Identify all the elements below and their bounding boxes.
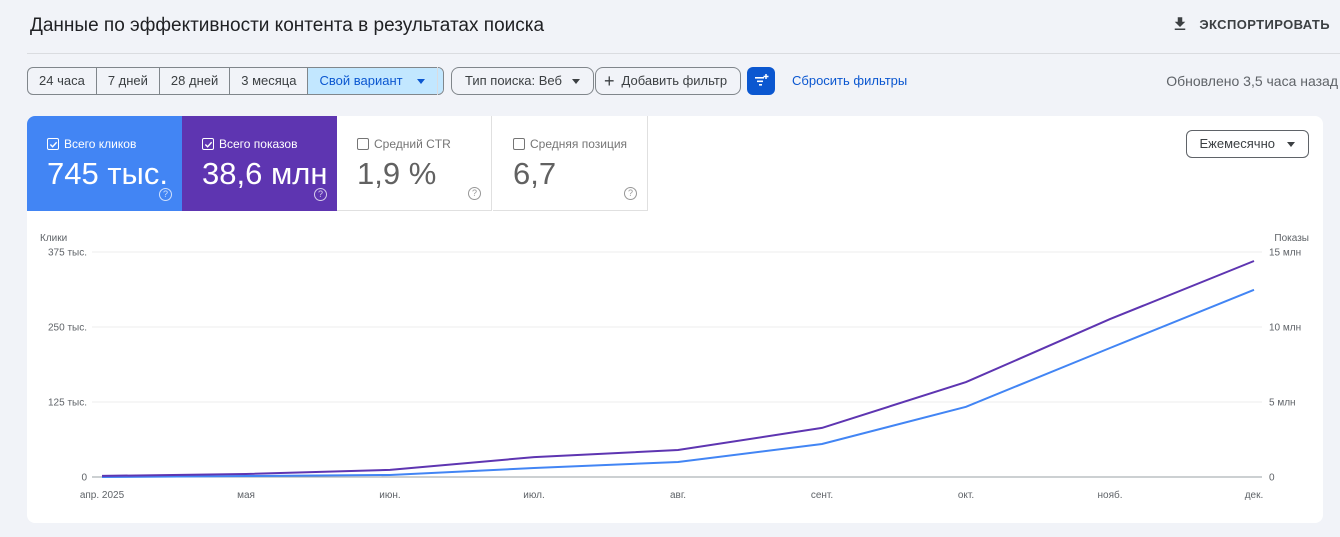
header-divider — [27, 53, 1340, 54]
series-line-impressions — [101, 260, 1255, 477]
checkbox-unchecked-icon[interactable] — [357, 138, 369, 150]
x-axis-tick: июл. — [523, 490, 544, 501]
x-axis-tick: апр. 2025 — [80, 490, 125, 501]
metric-clicks-value: 745 тыс. — [47, 156, 168, 191]
line-chart: Клики Показы 0 0 125 тыс. 5 млн 250 тыс. 10 млн… — [40, 233, 1309, 501]
export-button[interactable]: ЭКСПОРТИРОВАТЬ — [1171, 15, 1330, 33]
performance-card: Всего кликов 745 тыс. ? Всего показов 38… — [27, 116, 1323, 523]
x-axis-tick: окт. — [958, 490, 974, 501]
help-icon[interactable]: ? — [624, 187, 637, 200]
metric-position[interactable]: Средняя позиция 6,7 ? — [493, 116, 648, 211]
checkbox-unchecked-icon[interactable] — [513, 138, 525, 150]
chevron-down-icon — [416, 78, 425, 84]
help-icon[interactable]: ? — [159, 188, 172, 201]
updated-status: Обновлено 3,5 часа назад — [1166, 73, 1338, 89]
export-label: ЭКСПОРТИРОВАТЬ — [1199, 16, 1330, 32]
date-range-24h[interactable]: 24 часа — [28, 68, 97, 94]
right-axis-tick: 0 — [1269, 473, 1275, 484]
search-type-dropdown[interactable]: Тип поиска: Веб — [451, 67, 594, 95]
chevron-down-icon — [1287, 141, 1295, 147]
left-axis-tick: 375 тыс. — [48, 248, 87, 259]
left-axis-title: Клики — [40, 233, 67, 244]
metric-ctr-label: Средний CTR — [374, 137, 451, 151]
page-header: Данные по эффективности контента в резул… — [0, 0, 1340, 54]
download-icon — [1175, 17, 1186, 30]
x-axis-tick: авг. — [670, 490, 686, 501]
date-range-3m[interactable]: 3 месяца — [230, 68, 309, 94]
metric-clicks[interactable]: Всего кликов 745 тыс. ? — [27, 116, 182, 211]
right-axis-tick: 10 млн — [1269, 323, 1301, 334]
period-label: Ежемесячно — [1199, 136, 1276, 151]
performance-chart: Клики Показы 0 0 125 тыс. 5 млн 250 тыс. 10 млн… — [27, 226, 1323, 523]
metric-position-value: 6,7 — [513, 156, 557, 191]
left-axis-tick: 250 тыс. — [48, 323, 87, 334]
left-axis-tick: 0 — [81, 473, 87, 484]
x-axis-tick: дек. — [1245, 490, 1264, 501]
x-axis-tick: нояб. — [1097, 489, 1122, 501]
date-range-7d[interactable]: 7 дней — [97, 68, 160, 94]
checkbox-checked-icon[interactable] — [202, 138, 214, 150]
metric-impressions-value: 38,6 млн — [202, 156, 328, 191]
metric-ctr[interactable]: Средний CTR 1,9 % ? — [337, 116, 492, 211]
metric-position-label: Средняя позиция — [530, 137, 628, 151]
metric-impressions[interactable]: Всего показов 38,6 млн ? — [182, 116, 337, 211]
add-filter-label: Добавить фильтр — [621, 73, 728, 88]
right-axis-title: Показы — [1274, 233, 1309, 244]
help-icon[interactable]: ? — [314, 188, 327, 201]
help-icon[interactable]: ? — [468, 187, 481, 200]
date-range-custom-label: Свой вариант — [319, 73, 403, 88]
x-axis-tick: сент. — [811, 490, 833, 501]
search-type-label: Тип поиска: Веб — [465, 73, 562, 88]
series-line-clicks — [101, 288, 1255, 478]
left-axis-tick: 125 тыс. — [48, 398, 87, 409]
chevron-down-icon — [571, 78, 580, 84]
reset-filters-link[interactable]: Сбросить фильтры — [792, 73, 908, 88]
metric-clicks-label: Всего кликов — [64, 137, 137, 151]
x-axis-tick: июн. — [379, 490, 400, 501]
plus-icon: + — [604, 71, 615, 91]
period-dropdown[interactable]: Ежемесячно — [1185, 130, 1309, 158]
date-range-custom[interactable]: Свой вариант — [308, 68, 443, 94]
date-range-selector: 24 часа 7 дней 28 дней 3 месяца Свой вар… — [27, 67, 444, 95]
add-filter-button[interactable]: + Добавить фильтр — [595, 67, 742, 95]
x-axis-tick: мая — [237, 490, 255, 501]
filter-icon — [755, 74, 769, 86]
metric-ctr-value: 1,9 % — [357, 156, 437, 191]
right-axis-tick: 15 млн — [1269, 248, 1301, 259]
filter-settings-button[interactable] — [747, 67, 775, 95]
page-title: Данные по эффективности контента в резул… — [30, 15, 545, 36]
right-axis-tick: 5 млн — [1269, 398, 1296, 409]
metric-impressions-label: Всего показов — [219, 137, 298, 151]
toolbar-separator — [437, 67, 438, 95]
checkbox-checked-icon[interactable] — [47, 138, 59, 150]
date-range-28d[interactable]: 28 дней — [160, 68, 231, 94]
filter-toolbar: 24 часа 7 дней 28 дней 3 месяца Свой вар… — [27, 67, 1340, 95]
